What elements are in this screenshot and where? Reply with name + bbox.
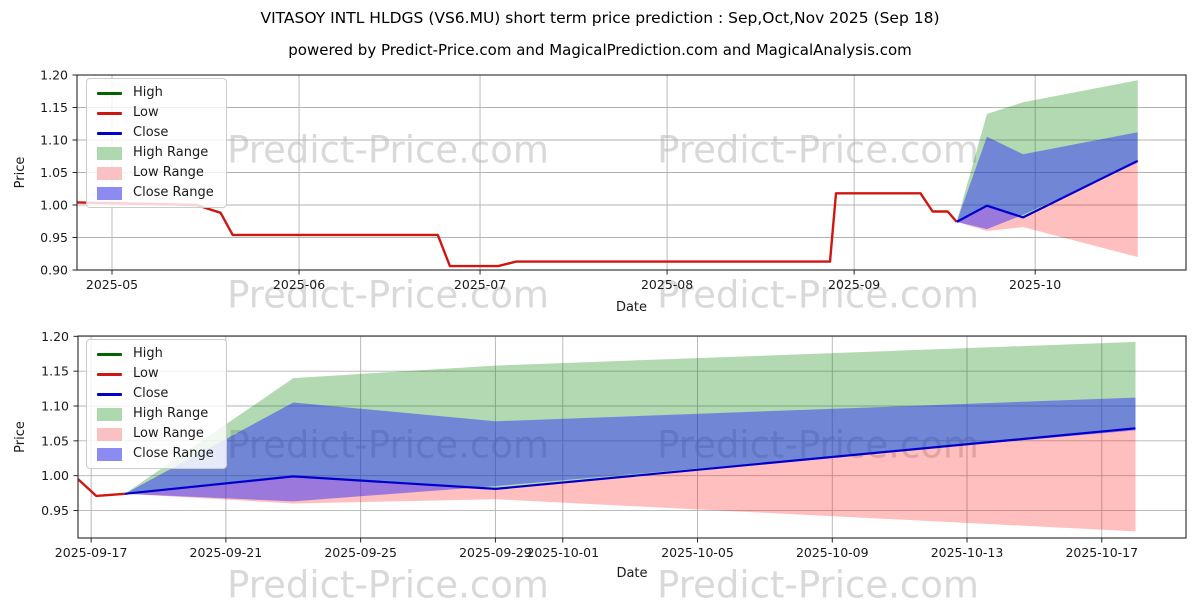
x-tick-label: 2025-09 bbox=[828, 277, 880, 292]
legend-item: Low Range bbox=[97, 427, 214, 441]
legend-item: Close bbox=[97, 126, 214, 140]
high-range-band bbox=[124, 341, 1136, 494]
close-line bbox=[956, 159, 1139, 223]
x-tick-label: 2025-09-29 bbox=[459, 545, 532, 560]
y-tick-label: 1.05 bbox=[41, 433, 69, 448]
low-range-band bbox=[124, 428, 1136, 532]
close-line bbox=[124, 427, 1136, 495]
close-range-swatch bbox=[97, 447, 122, 461]
x-tick-label: 2025-10 bbox=[1009, 277, 1061, 292]
y-tick-label: 1.15 bbox=[41, 364, 69, 379]
low-range-swatch bbox=[97, 166, 122, 180]
top-price-chart: 2025-05 2025-06 2025-07 2025-08 2025-09 2025-… bbox=[13, 68, 1187, 315]
legend-item: Low Range bbox=[97, 166, 214, 180]
top-chart-legend: High Low Close High Range Low Range Close Ran… bbox=[86, 78, 227, 208]
x-tick-label: 2025-06 bbox=[273, 277, 325, 292]
chart-title: VITASOY INTL HLDGS (VS6.MU) short term p… bbox=[260, 9, 940, 27]
legend-item: High bbox=[97, 347, 214, 361]
low-swatch bbox=[97, 372, 122, 376]
bottom-price-chart: 2025-09-17 2025-09-21 2025-09-25 2025-09-29… bbox=[13, 329, 1187, 581]
high-range-band bbox=[956, 80, 1138, 222]
legend-item-label: Close bbox=[133, 125, 169, 140]
legend-item-label: Close Range bbox=[133, 185, 214, 200]
legend-item: Low bbox=[97, 367, 214, 381]
watermark-text: Predict-Price.com bbox=[657, 563, 979, 600]
legend-item: Close Range bbox=[97, 447, 214, 461]
x-tick-label: 2025-09-17 bbox=[55, 545, 128, 560]
y-tick-label: 1.20 bbox=[41, 329, 69, 344]
x-axis-label: Date bbox=[616, 566, 647, 581]
y-tick-label: 1.15 bbox=[40, 100, 68, 115]
y-tick-label: 0.95 bbox=[41, 503, 69, 518]
y-tick-label: 1.00 bbox=[41, 468, 69, 483]
y-axis-label: Price bbox=[13, 421, 28, 453]
legend-item-label: High bbox=[133, 346, 163, 361]
close-range-swatch bbox=[97, 186, 122, 200]
y-tick-label: 1.10 bbox=[41, 399, 69, 414]
chart-subtitle: powered by Predict-Price.com and Magical… bbox=[288, 41, 912, 59]
y-tick-label: 1.20 bbox=[40, 68, 68, 83]
y-tick-label: 0.90 bbox=[40, 263, 68, 278]
x-tick-label: 2025-10-17 bbox=[1065, 545, 1138, 560]
high-range-swatch bbox=[97, 146, 122, 160]
high-range-swatch bbox=[97, 407, 122, 421]
legend-item-label: High Range bbox=[133, 145, 209, 160]
low-range-band bbox=[956, 160, 1138, 257]
x-tick-label: 2025-10-13 bbox=[931, 545, 1004, 560]
low-line bbox=[76, 192, 958, 268]
legend-item: High Range bbox=[97, 146, 214, 160]
low-swatch bbox=[97, 111, 122, 115]
y-tick-label: 1.00 bbox=[40, 198, 68, 213]
legend-item: Close Range bbox=[97, 186, 214, 200]
x-tick-label: 2025-10-05 bbox=[661, 545, 734, 560]
watermark-text: Predict-Price.com bbox=[227, 273, 549, 317]
y-axis-label: Price bbox=[13, 157, 28, 189]
legend-item: Close bbox=[97, 387, 214, 401]
x-tick-label: 2025-05 bbox=[86, 277, 138, 292]
x-tick-label: 2025-08 bbox=[641, 277, 693, 292]
x-tick-label: 2025-09-25 bbox=[324, 545, 397, 560]
x-tick-label: 2025-09-21 bbox=[190, 545, 263, 560]
low-range-swatch bbox=[97, 427, 122, 441]
legend-item-label: Low bbox=[133, 366, 159, 381]
close-range-band bbox=[956, 132, 1138, 230]
x-tick-label: 2025-10-09 bbox=[796, 545, 869, 560]
legend-item: High bbox=[97, 86, 214, 100]
y-tick-label: 0.95 bbox=[40, 230, 68, 245]
x-tick-label: 2025-07 bbox=[454, 277, 506, 292]
y-tick-label: 1.10 bbox=[40, 133, 68, 148]
close-range-band bbox=[124, 397, 1136, 502]
y-tick-label: 1.05 bbox=[40, 165, 68, 180]
legend-item-label: Close Range bbox=[133, 446, 214, 461]
high-swatch bbox=[97, 91, 122, 95]
watermark-text: Predict-Price.com bbox=[227, 563, 549, 600]
high-swatch bbox=[97, 352, 122, 356]
legend-item-label: Low bbox=[133, 105, 159, 120]
watermark-text: Predict-Price.com bbox=[657, 273, 979, 317]
low-line bbox=[77, 478, 125, 498]
legend-item: High Range bbox=[97, 407, 214, 421]
watermark-text: Predict-Price.com bbox=[657, 128, 979, 172]
plot-border bbox=[77, 335, 1187, 539]
x-tick-label: 2025-10-01 bbox=[526, 545, 599, 560]
close-swatch bbox=[97, 392, 122, 396]
x-axis-label: Date bbox=[616, 300, 647, 315]
legend-item-label: High bbox=[133, 85, 163, 100]
legend-item: Low bbox=[97, 106, 214, 120]
close-swatch bbox=[97, 131, 122, 135]
watermark-text: Predict-Price.com bbox=[227, 128, 549, 172]
legend-item-label: Close bbox=[133, 386, 169, 401]
legend-item-label: Low Range bbox=[133, 165, 204, 180]
legend-item-label: High Range bbox=[133, 406, 209, 421]
legend-item-label: Low Range bbox=[133, 426, 204, 441]
bottom-chart-legend: High Low Close High Range Low Range Close Ran… bbox=[86, 339, 227, 469]
